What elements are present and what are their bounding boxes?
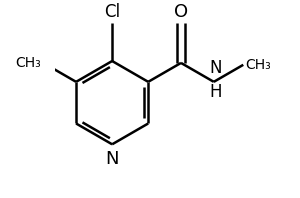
Text: O: O: [174, 3, 188, 21]
Text: Cl: Cl: [104, 3, 120, 21]
Text: N: N: [209, 59, 222, 77]
Text: H: H: [209, 83, 222, 101]
Text: CH₃: CH₃: [16, 56, 41, 70]
Text: N: N: [105, 150, 119, 168]
Text: CH₃: CH₃: [245, 58, 271, 72]
